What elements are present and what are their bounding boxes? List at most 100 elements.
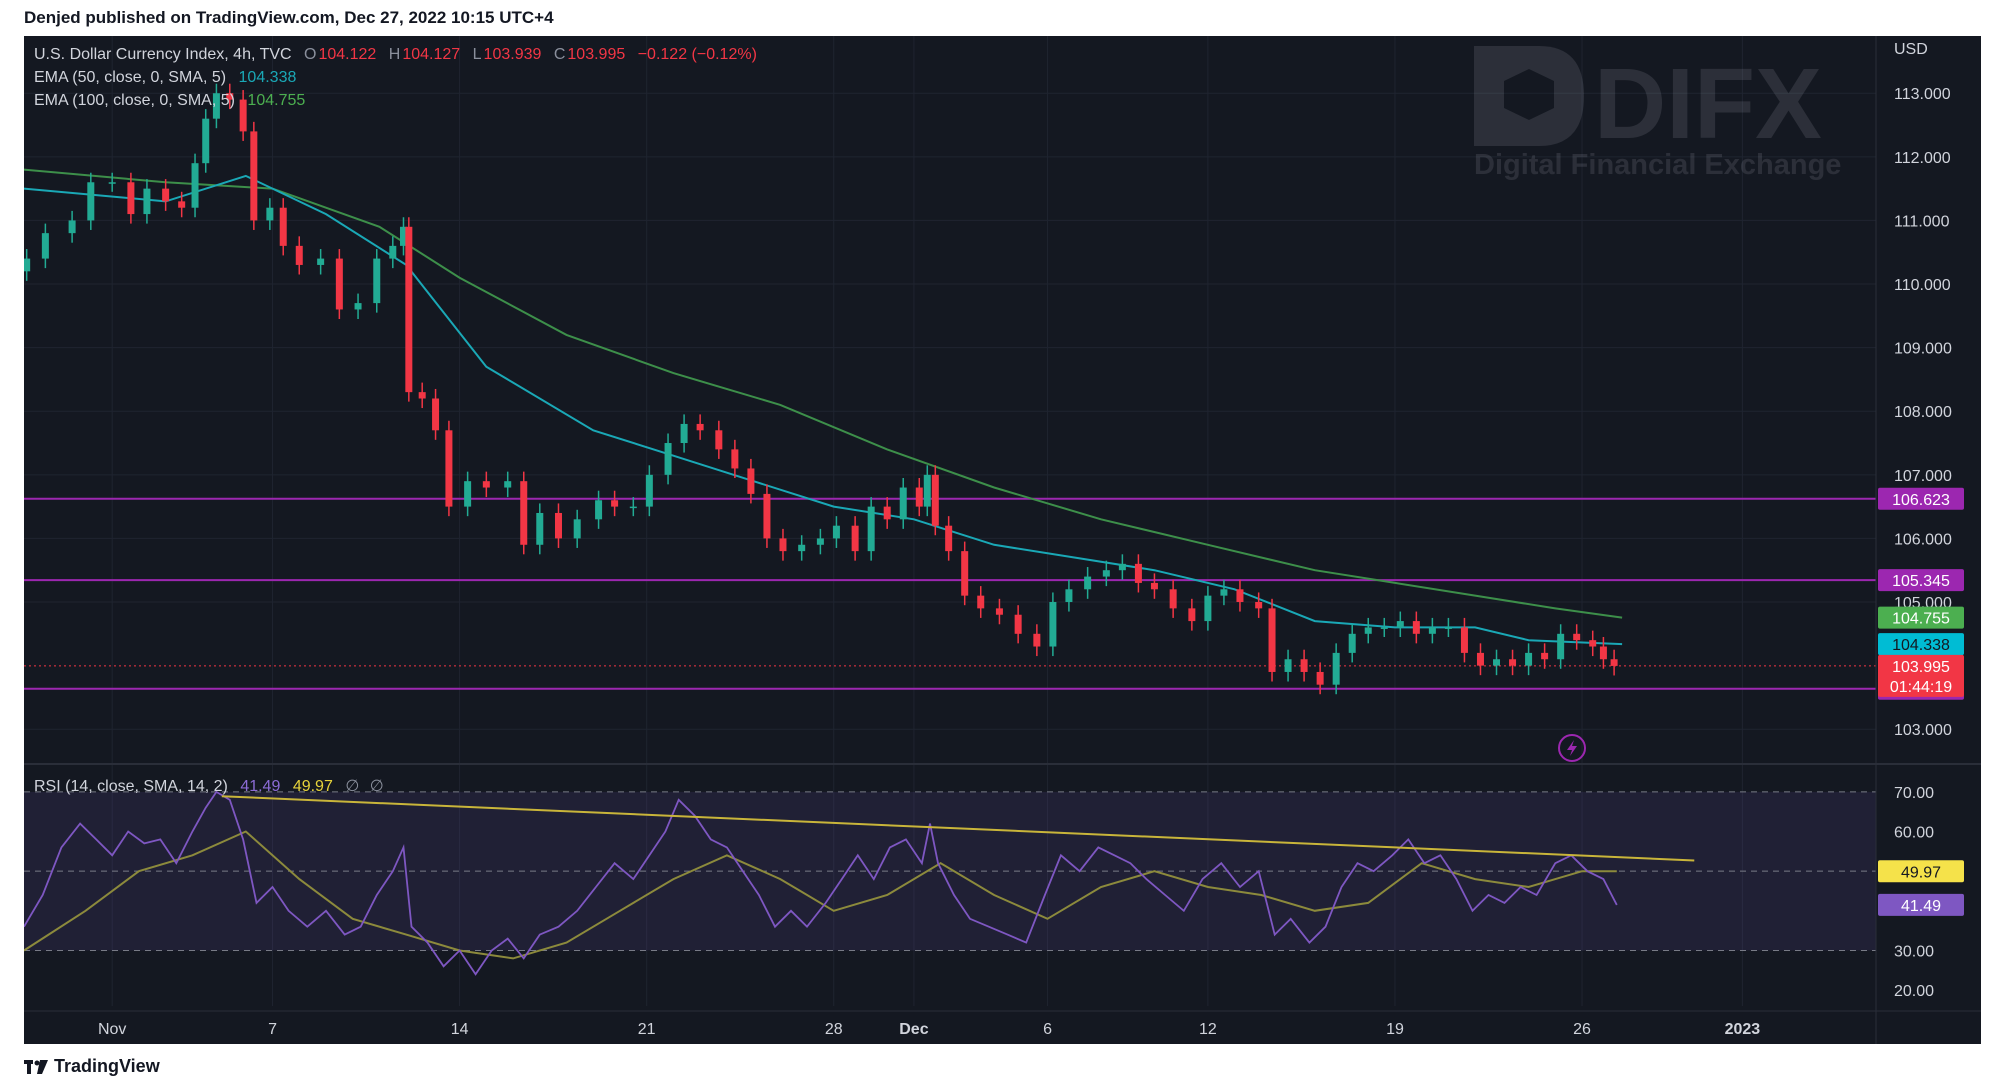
price-tick-label: 109.000 bbox=[1894, 341, 1952, 358]
candle-body bbox=[1065, 589, 1073, 603]
legend-l-label: L bbox=[472, 46, 482, 63]
legend-ema100-value: 104.755 bbox=[247, 92, 306, 109]
candle-body bbox=[295, 245, 303, 265]
ema50-tag: 104.338 bbox=[1892, 637, 1950, 654]
candle-body bbox=[1509, 659, 1517, 666]
ema100-line bbox=[23, 168, 1623, 619]
candle-body bbox=[595, 500, 603, 520]
candle-body bbox=[1300, 659, 1308, 672]
price-tick-label: 106.000 bbox=[1894, 531, 1952, 548]
legend-high: 104.127 bbox=[402, 46, 461, 63]
candle-body bbox=[162, 188, 170, 202]
legend-close: 103.995 bbox=[567, 46, 626, 63]
candle-body bbox=[883, 506, 891, 520]
candle-body bbox=[867, 506, 875, 552]
candle-body bbox=[1316, 671, 1324, 685]
price-tick-label: 113.000 bbox=[1894, 86, 1951, 103]
candle-body bbox=[923, 474, 931, 507]
ema-lines bbox=[23, 168, 1623, 646]
rsi-line bbox=[23, 790, 1618, 976]
watermark-tagline: Digital Financial Exchange bbox=[1474, 149, 1841, 181]
difx-watermark: DIFX Digital Financial Exchange bbox=[1474, 46, 1841, 181]
publish-info: Denjed published on TradingView.com, Dec… bbox=[24, 8, 554, 27]
candle-body bbox=[945, 525, 953, 552]
candle-body bbox=[1493, 659, 1501, 666]
time-tick-label: 28 bbox=[825, 1021, 843, 1038]
candle-body bbox=[961, 551, 969, 596]
candle-body bbox=[504, 481, 512, 488]
tradingview-footer[interactable]: TradingView bbox=[24, 1056, 160, 1077]
rsi-ma-line bbox=[23, 830, 1617, 960]
candle-body bbox=[763, 493, 771, 539]
price-tags: 106.623105.345103.637104.755104.338103.9… bbox=[1878, 487, 1964, 916]
candle-body bbox=[1014, 614, 1022, 634]
chart-panel[interactable]: DIFX Digital Financial Exchange 103.000 1… bbox=[23, 36, 1981, 1044]
candle-body bbox=[1236, 589, 1244, 603]
candle-body bbox=[1396, 621, 1404, 628]
rsi-tick-label: 30.00 bbox=[1894, 943, 1934, 960]
candle-body bbox=[680, 423, 688, 444]
rsi-band bbox=[24, 791, 1876, 951]
candle-body bbox=[87, 182, 95, 221]
candle-body bbox=[239, 99, 247, 132]
candle-body bbox=[1118, 563, 1126, 571]
candle-body bbox=[915, 487, 923, 507]
time-tick-label: 7 bbox=[268, 1021, 277, 1038]
candle-body bbox=[226, 93, 234, 100]
level-tag: 105.345 bbox=[1892, 573, 1950, 590]
candle-body bbox=[1188, 608, 1196, 622]
candle-body bbox=[1610, 659, 1618, 666]
candle-body bbox=[1033, 633, 1041, 647]
candle-body bbox=[373, 258, 381, 304]
price-tick-label: 107.000 bbox=[1894, 468, 1952, 485]
last-price-tag-bg bbox=[1878, 654, 1964, 697]
chart-canvas[interactable]: DIFX Digital Financial Exchange 103.000 1… bbox=[23, 36, 1981, 1044]
rsi-ma-tag-bg bbox=[1878, 860, 1964, 883]
candle-body bbox=[212, 93, 220, 119]
candle-body bbox=[611, 500, 619, 507]
candle-body bbox=[1541, 652, 1549, 660]
rsi-ma-tag: 49.97 bbox=[1901, 864, 1941, 881]
axes: 103.000105.000106.000107.000108.000109.0… bbox=[24, 36, 1981, 1044]
candle-body bbox=[977, 595, 985, 609]
rsi-trendline bbox=[221, 795, 1695, 862]
candle-body bbox=[202, 118, 210, 164]
candle-body bbox=[68, 220, 76, 234]
horizontal-levels bbox=[24, 497, 1876, 690]
candle-body bbox=[23, 258, 31, 272]
candle-body bbox=[445, 430, 453, 507]
price-tick-label: 103.000 bbox=[1894, 722, 1952, 739]
candle-body bbox=[1084, 576, 1092, 590]
grid bbox=[24, 36, 1876, 1006]
price-tick-label: 111.000 bbox=[1894, 213, 1950, 230]
candle-body bbox=[250, 131, 258, 221]
time-tick-label: 21 bbox=[638, 1021, 656, 1038]
time-tick-label: 26 bbox=[1573, 1021, 1591, 1038]
rsi-lines bbox=[23, 790, 1695, 976]
rsi-tick-label: 60.00 bbox=[1894, 825, 1934, 842]
legend-ema100-row[interactable]: EMA (100, close, 0, SMA, 5) 104.755 bbox=[34, 92, 307, 110]
legend-rsi-label: RSI (14, close, SMA, 14, 2) bbox=[34, 778, 228, 795]
candle-body bbox=[143, 188, 151, 215]
candle-body bbox=[127, 182, 135, 215]
alert-bolt-icon[interactable] bbox=[1558, 734, 1586, 762]
candle-body bbox=[1573, 633, 1581, 641]
time-tick-label: 14 bbox=[451, 1021, 469, 1038]
candle-body bbox=[520, 481, 528, 545]
candle-body bbox=[1599, 646, 1607, 660]
legend-rsi-row[interactable]: RSI (14, close, SMA, 14, 2) 41.49 49.97 … bbox=[34, 776, 386, 796]
legend-ema50-row[interactable]: EMA (50, close, 0, SMA, 5) 104.338 bbox=[34, 69, 298, 87]
rsi-tick-label: 20.00 bbox=[1894, 983, 1934, 1000]
candle-body bbox=[747, 468, 755, 494]
candle-body bbox=[816, 538, 824, 545]
legend-low: 103.939 bbox=[483, 46, 542, 63]
candle-body bbox=[1134, 563, 1142, 583]
candle-body bbox=[1150, 582, 1158, 590]
candles bbox=[23, 83, 1618, 695]
bar-countdown: 01:44:19 bbox=[1890, 679, 1952, 696]
candle-body bbox=[1204, 595, 1212, 622]
legend-symbol[interactable]: U.S. Dollar Currency Index, 4h, TVC bbox=[34, 46, 292, 63]
candle-body bbox=[1348, 633, 1356, 653]
candle-body bbox=[432, 398, 440, 431]
level-tag-bg bbox=[1878, 487, 1964, 510]
